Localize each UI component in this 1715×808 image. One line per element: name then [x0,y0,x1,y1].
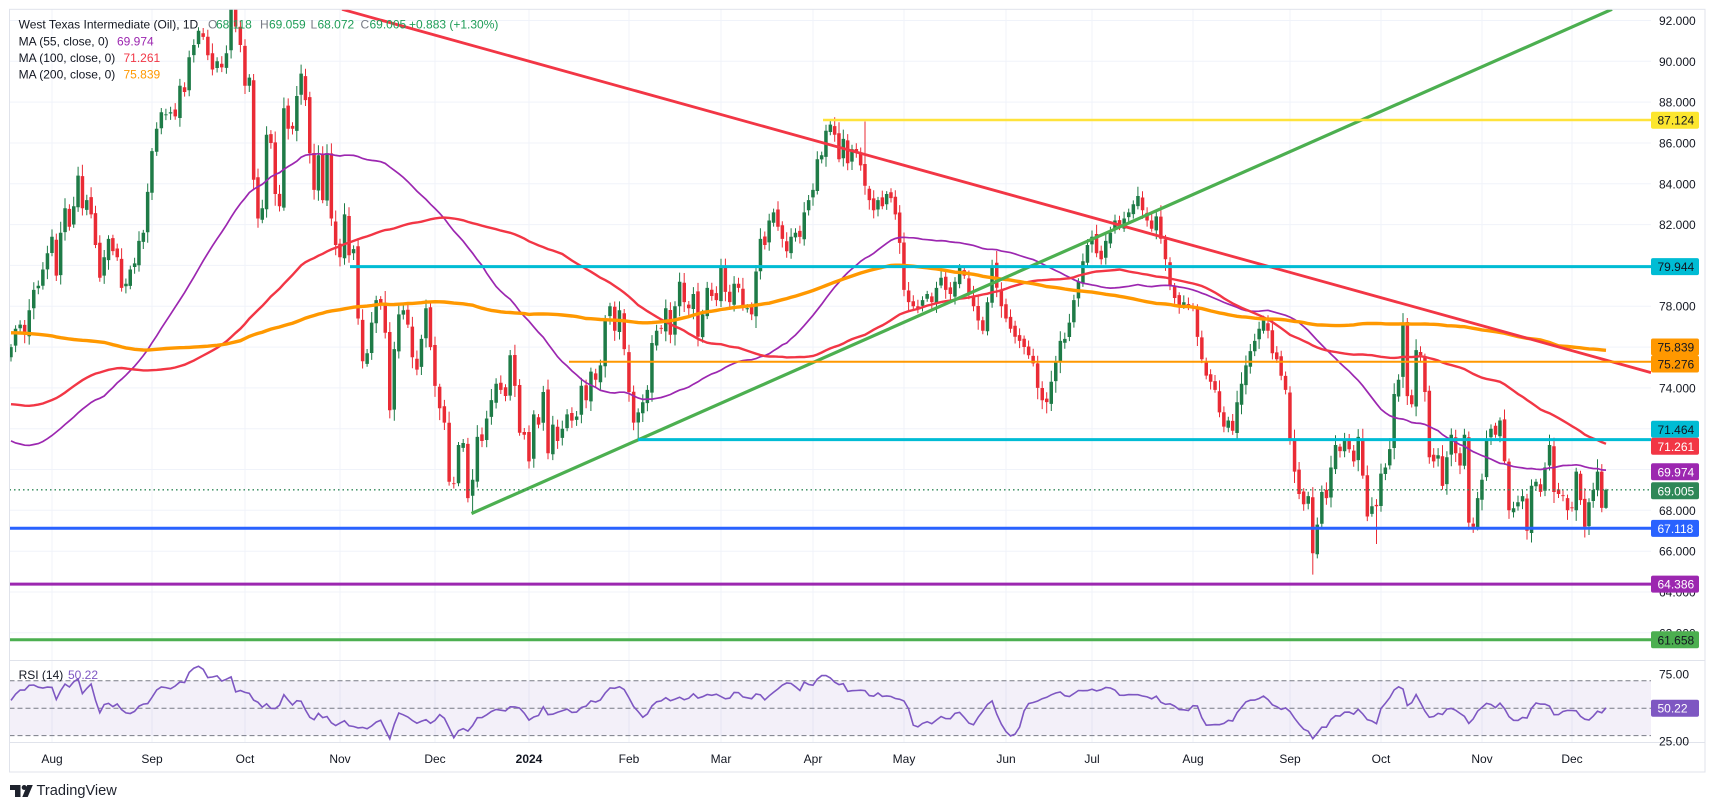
svg-text:71.261: 71.261 [124,51,161,65]
svg-text:Feb: Feb [619,752,640,766]
svg-text:H: H [260,18,269,32]
svg-text:82.000: 82.000 [1659,218,1696,232]
svg-text:61.658: 61.658 [1658,633,1695,647]
svg-text:78.000: 78.000 [1659,300,1696,314]
svg-text:MA (55, close, 0): MA (55, close, 0) [19,34,109,48]
svg-text:+0.883 (+1.30%): +0.883 (+1.30%) [409,18,498,32]
svg-text:71.261: 71.261 [1658,440,1695,454]
svg-text:75.276: 75.276 [1658,358,1695,372]
svg-text:Oct: Oct [236,752,255,766]
svg-text:67.118: 67.118 [1658,522,1694,536]
svg-text:68.072: 68.072 [318,18,355,32]
svg-text:88.000: 88.000 [1659,96,1696,110]
svg-text:Mar: Mar [711,752,732,766]
svg-text:69.974: 69.974 [1658,465,1695,479]
svg-text:87.124: 87.124 [1658,114,1695,128]
svg-text:69.005: 69.005 [370,18,407,32]
svg-text:84.000: 84.000 [1659,177,1696,191]
svg-text:O: O [208,18,217,32]
svg-text:Dec: Dec [424,752,445,766]
svg-text:86.000: 86.000 [1659,137,1696,151]
svg-text:75.839: 75.839 [1658,341,1695,355]
svg-text:MA (100, close, 0): MA (100, close, 0) [19,51,116,65]
svg-text:Apr: Apr [804,752,823,766]
svg-text:79.944: 79.944 [1658,260,1695,274]
svg-text:66.000: 66.000 [1659,545,1696,559]
svg-text:71.464: 71.464 [1658,423,1695,437]
svg-text:C: C [361,18,370,32]
svg-text:L: L [311,18,318,32]
svg-text:75.839: 75.839 [124,67,161,81]
svg-text:Jul: Jul [1084,752,1099,766]
svg-text:West Texas Intermediate (Oil),: West Texas Intermediate (Oil), 1D [19,18,199,32]
svg-text:Dec: Dec [1561,752,1582,766]
svg-text:69.974: 69.974 [117,34,154,48]
svg-text:TradingView: TradingView [37,783,118,799]
svg-text:68.118: 68.118 [216,18,252,32]
svg-text:MA (200, close, 0): MA (200, close, 0) [19,67,116,81]
svg-text:Sep: Sep [1279,752,1301,766]
svg-text:Nov: Nov [329,752,350,766]
svg-text:69.059: 69.059 [269,18,306,32]
svg-text:50.22: 50.22 [1658,702,1688,716]
svg-text:50.22: 50.22 [68,668,98,682]
svg-text:Oct: Oct [1372,752,1391,766]
svg-text:64.386: 64.386 [1658,578,1695,592]
svg-text:90.000: 90.000 [1659,55,1696,69]
svg-text:Sep: Sep [141,752,163,766]
svg-text:Jun: Jun [996,752,1015,766]
svg-text:75.00: 75.00 [1659,668,1689,682]
svg-text:74.000: 74.000 [1659,381,1696,395]
svg-text:Aug: Aug [41,752,62,766]
svg-text:92.000: 92.000 [1659,14,1696,28]
svg-text:25.00: 25.00 [1659,735,1689,749]
svg-text:2024: 2024 [516,752,543,766]
svg-text:Aug: Aug [1182,752,1203,766]
svg-text:Nov: Nov [1471,752,1492,766]
svg-text:68.000: 68.000 [1659,504,1696,518]
svg-text:RSI (14): RSI (14) [19,668,64,682]
svg-text:May: May [893,752,916,766]
svg-text:69.005: 69.005 [1658,484,1695,498]
